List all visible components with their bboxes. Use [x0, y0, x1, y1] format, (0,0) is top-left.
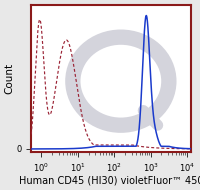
Y-axis label: Count: Count	[5, 63, 15, 94]
X-axis label: Human CD45 (HI30) violetFluor™ 450: Human CD45 (HI30) violetFluor™ 450	[19, 175, 200, 185]
